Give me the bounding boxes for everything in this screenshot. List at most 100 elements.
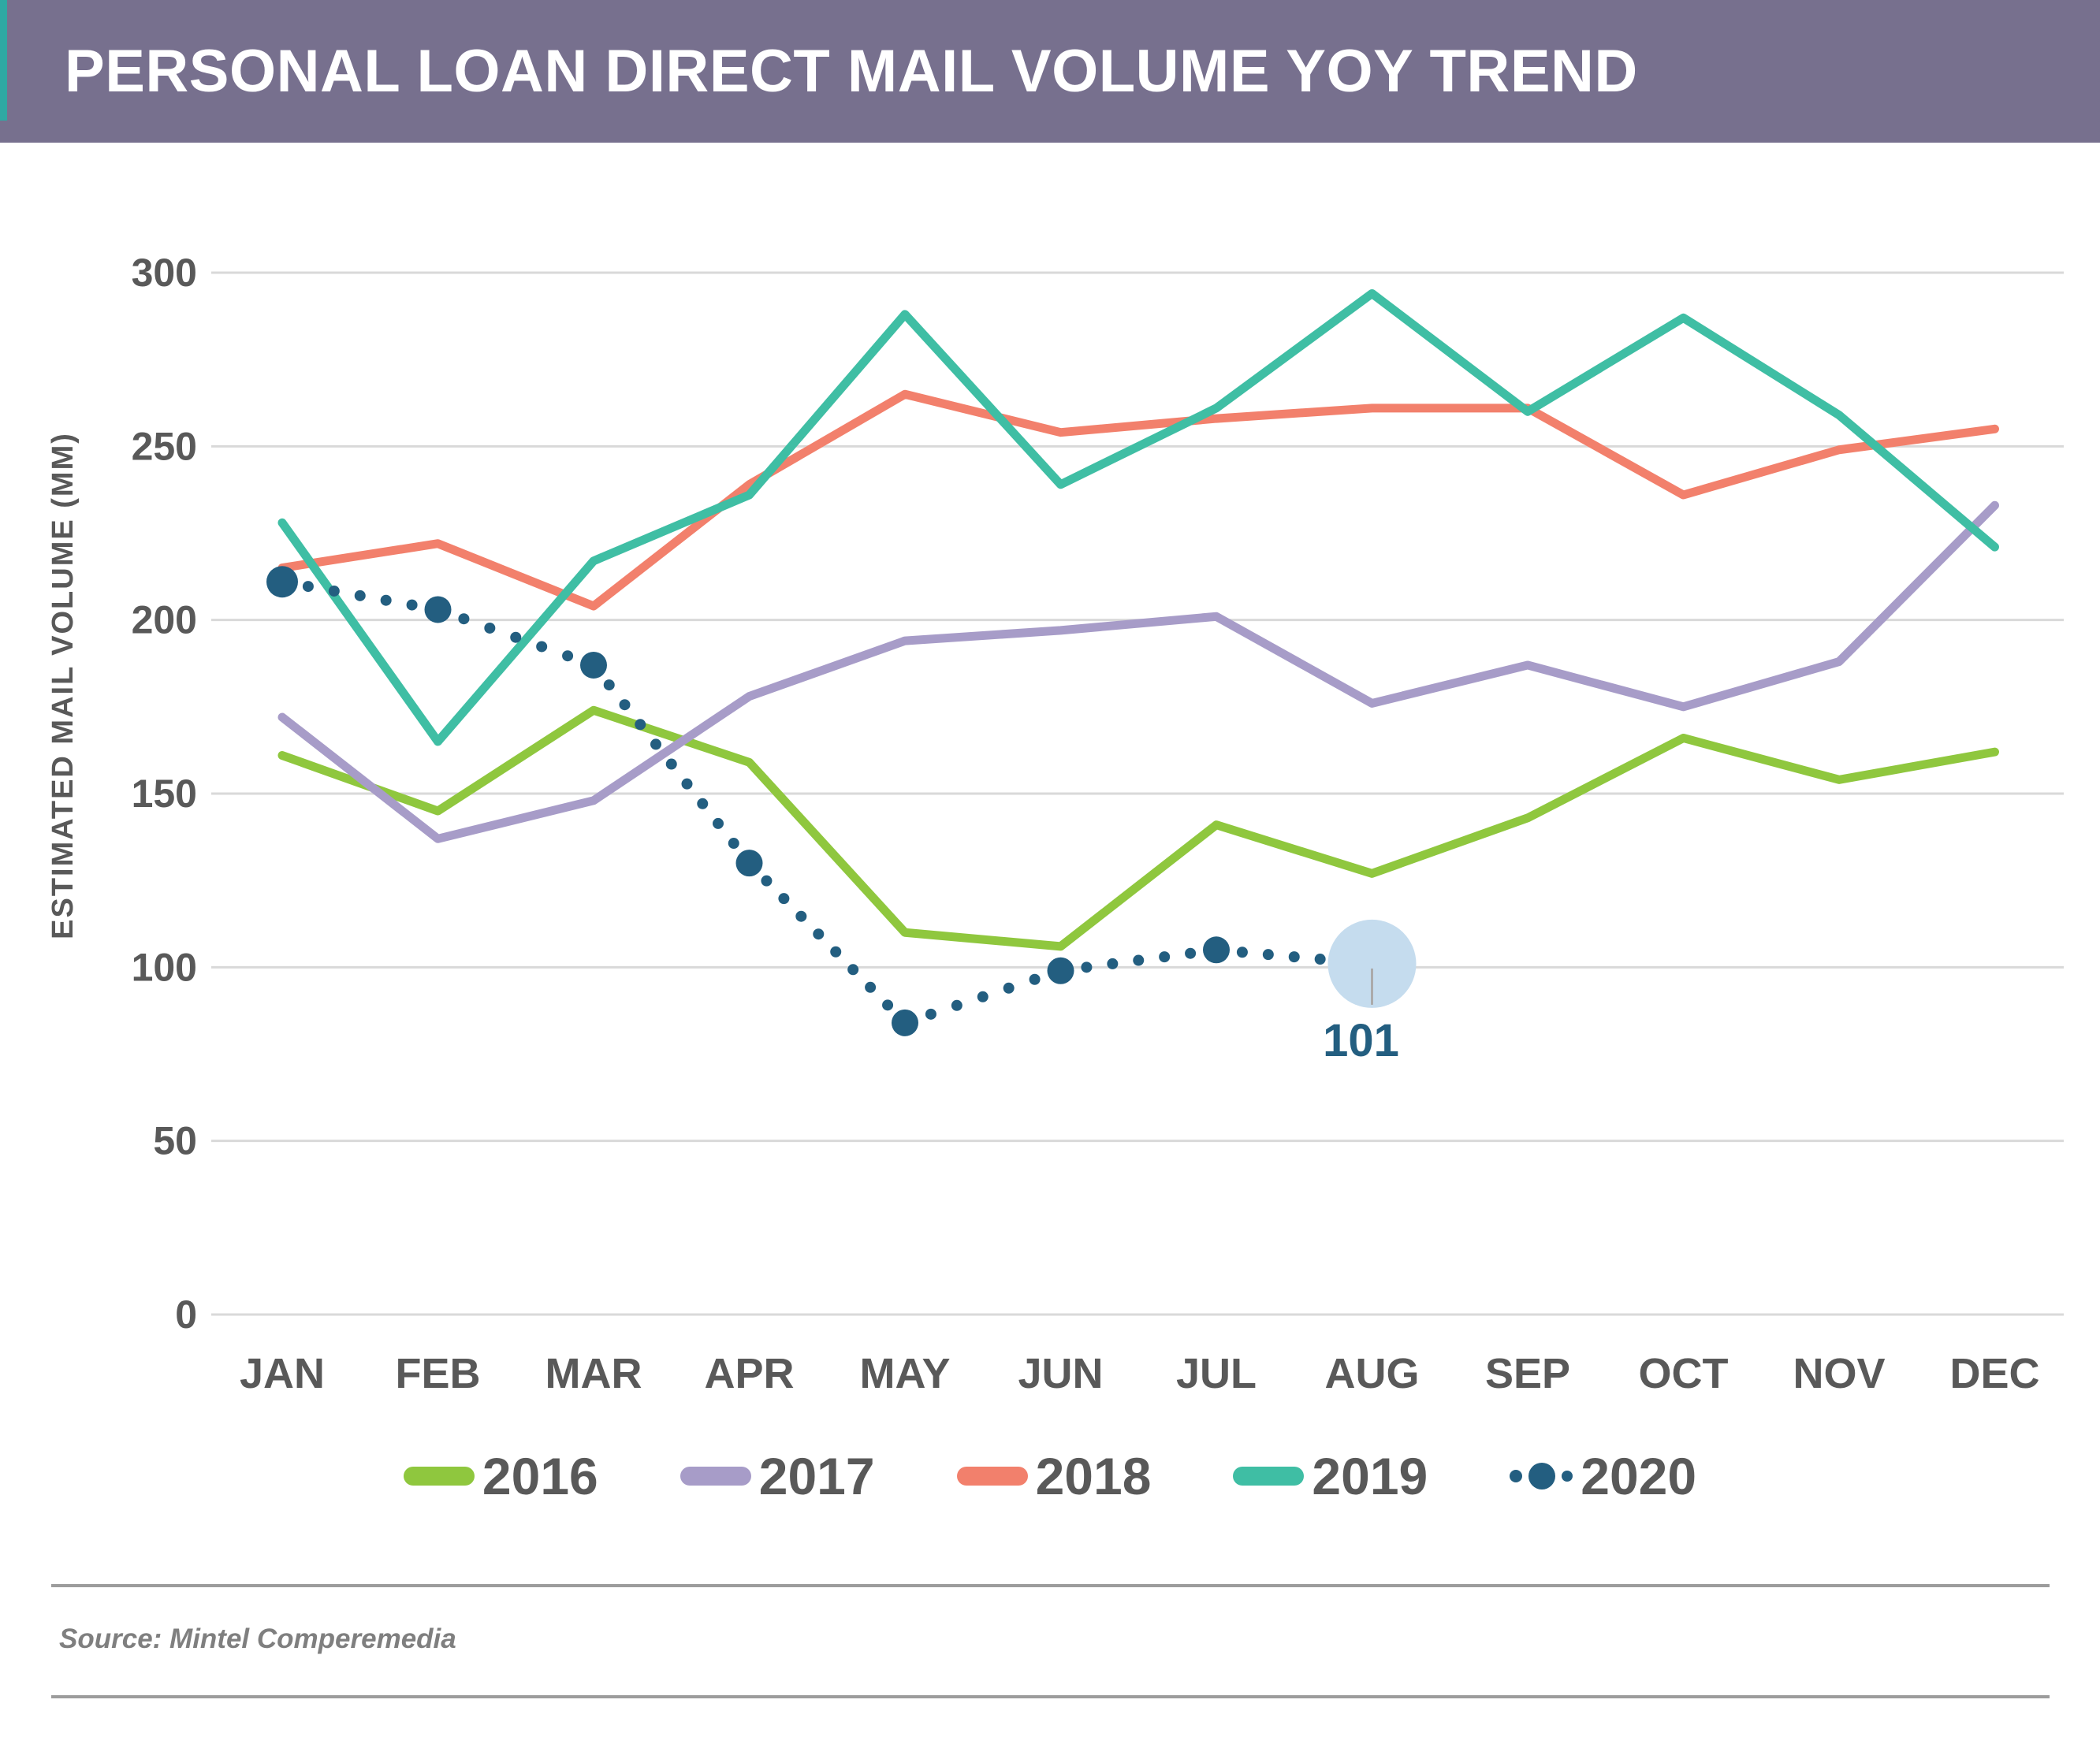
dotted-line-dot	[635, 719, 646, 731]
legend-dotted-swatch	[1510, 1463, 1573, 1490]
dotted-line-dot	[562, 650, 574, 662]
dotted-line-dot	[302, 581, 314, 593]
data-point-2020	[735, 850, 763, 877]
dotted-line-dot	[354, 589, 366, 601]
dotted-line-dot	[1159, 951, 1171, 963]
legend-item-label: 2019	[1312, 1447, 1428, 1505]
dotted-line-dot	[1288, 951, 1300, 963]
x-tick-label: FEB	[396, 1350, 481, 1397]
data-point-2020	[892, 1009, 918, 1036]
page-title: PERSONAL LOAN DIRECT MAIL VOLUME YOY TRE…	[65, 38, 1638, 105]
dotted-line-dot	[484, 622, 496, 634]
dotted-line-dot	[681, 778, 693, 790]
annotation-halo	[1327, 919, 1417, 1008]
x-tick-label: MAY	[859, 1350, 950, 1397]
x-tick-label: NOV	[1793, 1350, 1885, 1397]
y-tick-label: 100	[132, 945, 197, 989]
dotted-line-dot	[865, 981, 877, 993]
data-point-2020	[580, 651, 607, 679]
x-tick-label: OCT	[1639, 1350, 1729, 1397]
legend-item-2018: 2018	[956, 1447, 1152, 1505]
data-point-2020	[424, 596, 452, 623]
y-tick-label: 200	[132, 598, 197, 642]
dotted-line-dot	[951, 999, 963, 1011]
dotted-line-dot	[328, 585, 340, 597]
dotted-line-dot	[847, 964, 859, 976]
dotted-line-dot	[1314, 954, 1326, 965]
dotted-line-dot	[925, 1008, 936, 1020]
x-tick-label: APR	[704, 1350, 794, 1397]
dotted-line-dot	[830, 946, 842, 958]
footer-divider-top	[51, 1584, 2050, 1587]
footer-divider-bottom	[51, 1695, 2050, 1698]
header-accent-stripe	[0, 0, 7, 121]
dotted-line-dot	[406, 599, 418, 611]
legend-item-2016: 2016	[403, 1447, 598, 1505]
dotted-line-dot	[1133, 954, 1145, 966]
dotted-line-dot	[728, 838, 739, 850]
dotted-line-dot	[1262, 949, 1274, 961]
dotted-line-dot	[458, 613, 470, 625]
series-line-2017	[277, 500, 1999, 843]
dotted-line-dot	[380, 594, 392, 606]
series-line-2019	[277, 288, 1999, 746]
x-tick-label: JAN	[240, 1350, 325, 1397]
axis-labels-layer: 300 250 200 150 100 50 0 JAN FEB MAR APR MAY JUN JUL A…	[132, 251, 2040, 1397]
dotted-line-dot	[778, 893, 790, 905]
dotted-line-dot	[510, 631, 522, 643]
dotted-line-dot	[536, 641, 548, 653]
x-tick-label: JUL	[1176, 1350, 1257, 1397]
data-point-2020	[1047, 957, 1074, 984]
annotation-label: 101	[1323, 1015, 1399, 1066]
legend-item-2019: 2019	[1233, 1450, 1428, 1502]
legend-swatch	[1233, 1467, 1305, 1486]
annotation-layer: 101	[1323, 919, 1417, 1066]
legend-item-label: 2018	[1035, 1447, 1152, 1505]
legend-dot	[1562, 1471, 1573, 1482]
data-point-2020	[1203, 936, 1230, 964]
y-tick-label: 300	[132, 251, 197, 295]
dotted-line-dot	[1081, 961, 1093, 973]
x-tick-label: DEC	[1949, 1350, 2039, 1397]
dotted-line-dot	[619, 699, 631, 711]
legend-dot	[1528, 1463, 1556, 1490]
dotted-line-dot	[761, 875, 773, 887]
dotted-line-dot	[665, 758, 677, 770]
series-line-2018	[277, 389, 1999, 611]
dotted-line-dot	[1185, 947, 1197, 959]
series-dotted-2020	[266, 566, 1386, 1036]
legend-item-2020: 2020	[1510, 1450, 1696, 1502]
y-tick-label: 250	[132, 424, 197, 468]
dotted-line-dot	[697, 798, 709, 809]
x-tick-label: AUG	[1325, 1350, 1420, 1397]
dotted-line-dot	[1236, 947, 1248, 958]
x-tick-label: SEP	[1485, 1350, 1570, 1397]
data-point-2020	[266, 566, 298, 598]
x-tick-label: JUN	[1018, 1350, 1103, 1397]
dotted-line-dot	[795, 910, 807, 922]
source-note: Source: Mintel Comperemedia	[59, 1623, 456, 1654]
x-tick-label: MAR	[545, 1350, 642, 1397]
dotted-line-dot	[1029, 973, 1041, 985]
y-tick-label: 50	[153, 1119, 197, 1163]
series-layer	[266, 288, 1999, 1036]
y-axis-title: ESTIMATED MAIL VOLUME (MM)	[47, 432, 80, 939]
dotted-line-dot	[882, 999, 894, 1011]
dotted-line-dot	[713, 817, 724, 829]
legend-swatch	[680, 1467, 751, 1486]
dotted-line-dot	[977, 991, 989, 1002]
header-bar: PERSONAL LOAN DIRECT MAIL VOLUME YOY TRE…	[0, 0, 2100, 143]
dotted-line-dot	[650, 738, 661, 750]
dotted-line-dot	[1003, 982, 1015, 994]
y-tick-label: 150	[132, 772, 197, 816]
dotted-line-dot	[603, 679, 615, 691]
legend-item-label: 2017	[758, 1447, 875, 1505]
dotted-line-dot	[813, 928, 825, 940]
dotted-line-dot	[1107, 958, 1119, 969]
legend-item-label: 2016	[482, 1447, 598, 1505]
legend-item-label: 2020	[1581, 1447, 1697, 1505]
legend-dot	[1510, 1470, 1523, 1482]
legend-item-2017: 2017	[680, 1450, 875, 1502]
